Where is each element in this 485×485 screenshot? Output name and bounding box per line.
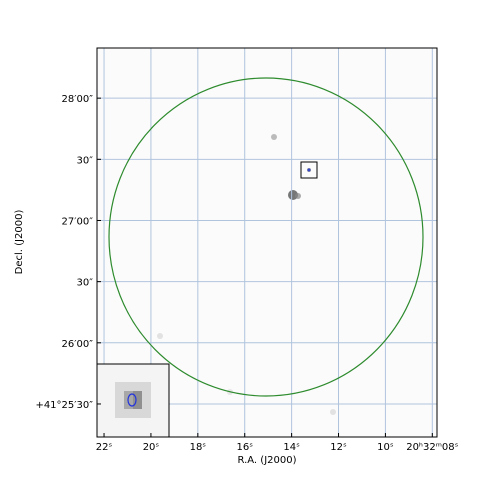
x-tick-label: 18ˢ <box>190 442 207 453</box>
aperture-circle <box>108 77 424 397</box>
y-tick-label: 28′00″ <box>62 94 94 105</box>
source <box>330 409 336 415</box>
target-box <box>300 161 318 179</box>
inset <box>96 363 170 438</box>
y-axis-label: Decl. (J2000) <box>14 210 25 275</box>
x-tick-label: 12ˢ <box>330 442 347 453</box>
x-tick-label: 16ˢ <box>236 442 253 453</box>
source <box>295 193 301 199</box>
x-tick-label: 10ˢ <box>377 442 394 453</box>
source <box>271 134 277 140</box>
inset-ellipse <box>127 393 137 407</box>
plot-frame <box>96 47 438 438</box>
source <box>157 333 163 339</box>
y-tick-label: 30″ <box>77 155 94 166</box>
x-tick-label: 22ˢ <box>96 442 113 453</box>
x-tick-label: 14ˢ <box>283 442 300 453</box>
y-tick-label: 30″ <box>77 278 94 289</box>
inset-pixels <box>133 391 142 409</box>
x-tick-label: 20ˢ <box>143 442 160 453</box>
y-tick-label: 26′00″ <box>62 339 94 350</box>
y-tick-label: 27′00″ <box>62 216 94 227</box>
x-axis-label: R.A. (J2000) <box>238 455 297 466</box>
y-tick-label: +41°25′30″ <box>35 400 93 411</box>
x-tick-label: 20ʰ32ᵐ08ˢ <box>406 442 458 453</box>
target-marker <box>307 168 311 172</box>
